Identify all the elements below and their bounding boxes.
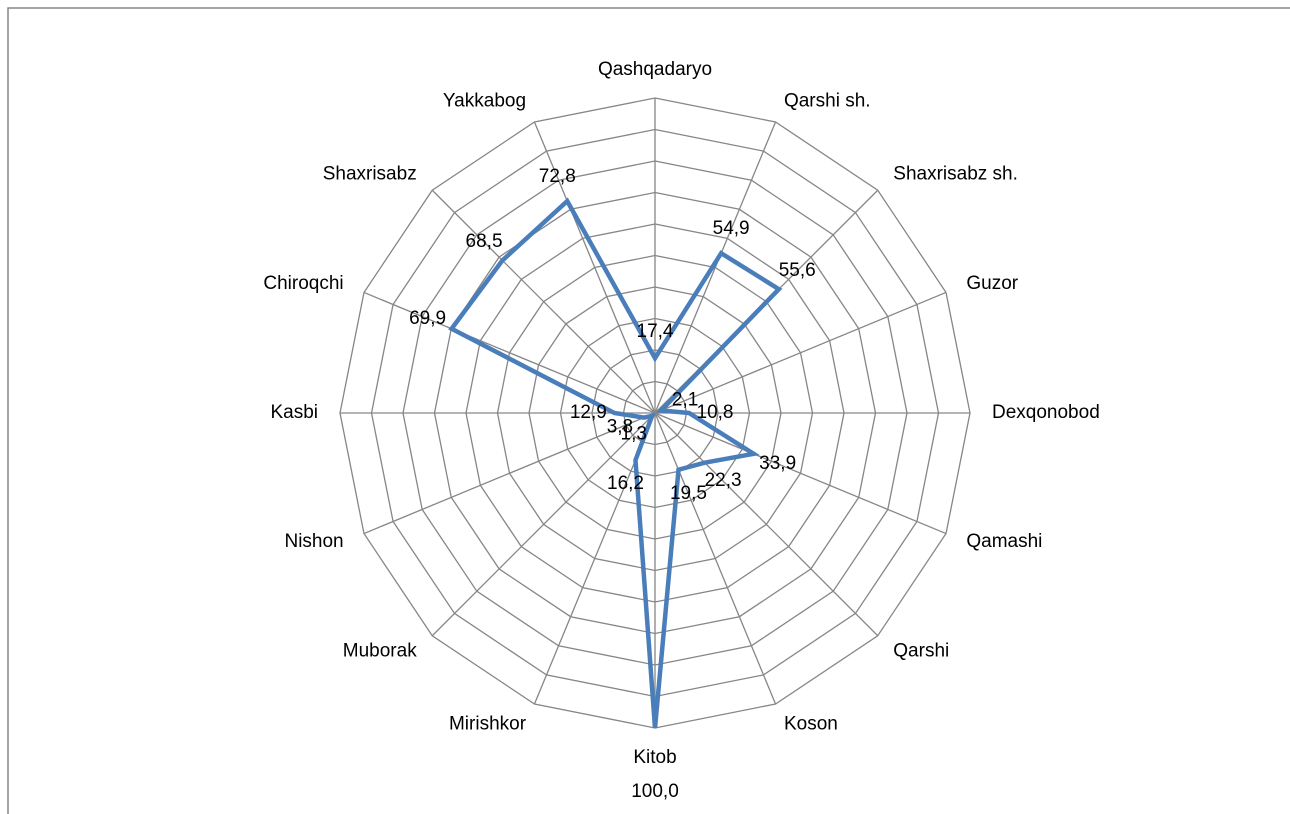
category-label: Chiroqchi xyxy=(263,273,343,294)
category-label: Qashqadaryo xyxy=(598,59,712,80)
value-label: 100,0 xyxy=(631,781,679,802)
spoke xyxy=(654,412,879,637)
value-label: 72,8 xyxy=(539,166,576,187)
data-line xyxy=(448,197,783,729)
spoke xyxy=(363,412,656,535)
value-label: 55,6 xyxy=(779,260,816,281)
category-label: Yakkabog xyxy=(443,91,526,112)
category-label: Mirishkor xyxy=(449,713,527,734)
value-label: 3,8 xyxy=(607,417,633,438)
category-label: Qarshi sh. xyxy=(784,91,871,112)
category-label: Dexqonobod xyxy=(992,402,1100,423)
value-label: 10,8 xyxy=(697,402,734,423)
spoke xyxy=(533,121,656,414)
value-label: 19,5 xyxy=(670,483,707,504)
value-label: 33,9 xyxy=(759,453,796,474)
value-label: 17,4 xyxy=(637,321,674,342)
category-label: Qarshi xyxy=(893,640,949,661)
spoke xyxy=(431,189,656,414)
value-label: 68,5 xyxy=(466,231,503,252)
category-label: Guzor xyxy=(966,273,1018,294)
spoke xyxy=(654,291,947,414)
category-label: Muborak xyxy=(343,640,417,661)
value-label: 12,9 xyxy=(570,402,607,423)
category-label: Kitob xyxy=(633,747,676,768)
spoke xyxy=(654,121,777,414)
category-label: Nishon xyxy=(284,531,343,552)
value-label: 54,9 xyxy=(713,218,750,239)
category-label: Qamashi xyxy=(966,531,1042,552)
category-label: Koson xyxy=(784,713,838,734)
value-label: 2,1 xyxy=(672,390,698,411)
category-label: Shaxrisabz xyxy=(323,164,417,185)
spoke xyxy=(654,412,947,535)
value-label: 69,9 xyxy=(409,308,446,329)
chart-border xyxy=(7,7,1290,814)
value-label: 1,3 xyxy=(621,423,647,444)
spoke xyxy=(431,412,656,637)
spoke xyxy=(654,412,777,705)
spoke xyxy=(363,291,656,414)
category-label: Kasbi xyxy=(270,402,318,423)
category-label: Shaxrisabz sh. xyxy=(893,164,1018,185)
value-label: 22,3 xyxy=(705,470,742,491)
value-label: 16,2 xyxy=(607,473,644,494)
